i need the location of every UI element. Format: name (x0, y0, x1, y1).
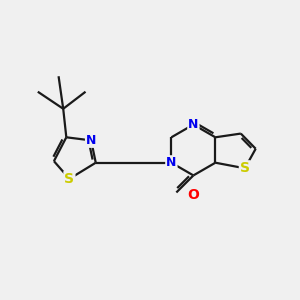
Text: S: S (64, 172, 74, 186)
Text: N: N (86, 134, 96, 147)
Text: N: N (166, 156, 177, 169)
Text: N: N (188, 118, 199, 131)
Text: S: S (240, 161, 250, 175)
Text: O: O (188, 188, 199, 202)
